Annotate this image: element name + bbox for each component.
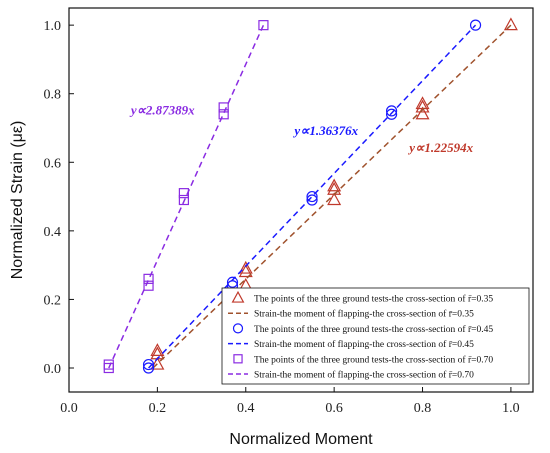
series-3 <box>148 24 477 369</box>
data-point-square <box>258 20 269 31</box>
fit-line <box>152 24 512 369</box>
fit-equation-label: y∝1.22594x <box>407 140 473 155</box>
data-point-square <box>103 359 114 370</box>
plot-frame <box>68 7 534 393</box>
data-point-triangle <box>415 96 430 110</box>
legend-entry: Strain-the moment of flapping-the cross-… <box>254 309 474 320</box>
data-point-circle <box>306 194 318 206</box>
data-point-triangle <box>327 178 342 192</box>
data-point-triangle <box>150 356 165 370</box>
y-tick-label: 0.2 <box>44 293 62 308</box>
series-1 <box>152 24 512 369</box>
series-5 <box>108 24 265 369</box>
fit-equation-label: y∝2.87389x <box>129 102 195 117</box>
y-tick-label: 0.0 <box>44 362 62 377</box>
x-tick-label: 0.2 <box>149 401 167 416</box>
series-4 <box>103 20 269 374</box>
data-point-circle <box>142 358 155 371</box>
x-tick-label: 0.8 <box>414 401 432 416</box>
data-point-triangle <box>415 106 430 120</box>
data-point-square <box>143 273 154 284</box>
legend-entry: Strain-the moment of flapping-the cross-… <box>254 339 474 350</box>
legend-entry: The points of the three ground tests-the… <box>254 354 493 365</box>
data-point-triangle <box>415 99 430 113</box>
x-tick-label: 0.0 <box>60 401 78 416</box>
y-tick-label: 0.8 <box>44 88 62 103</box>
x-tick-label: 1.0 <box>502 401 520 416</box>
data-point-square <box>218 102 229 113</box>
legend-entry: Strain-the moment of flapping-the cross-… <box>254 370 474 381</box>
x-tick-label: 0.6 <box>325 401 343 416</box>
legend-marker-swatch <box>233 354 243 364</box>
legend-marker-swatch <box>231 290 245 303</box>
data-point-triangle <box>238 260 253 274</box>
legend-marker-swatch <box>232 323 244 334</box>
y-tick-label: 0.4 <box>44 225 62 240</box>
series-0 <box>150 17 518 370</box>
data-point-circle <box>142 362 155 374</box>
data-point-square <box>218 109 229 120</box>
data-point-square <box>178 194 189 206</box>
data-point-triangle <box>327 192 342 206</box>
data-point-circle <box>226 276 239 288</box>
fit-line <box>148 24 477 369</box>
data-point-circle <box>306 190 318 203</box>
data-point-circle <box>469 19 482 31</box>
legend: The points of the three ground tests-the… <box>221 287 530 385</box>
data-point-triangle <box>150 343 165 356</box>
fit-equation-label: y∝1.36376x <box>292 123 358 138</box>
data-point-triangle <box>503 17 518 31</box>
y-tick-label: 0.6 <box>44 156 62 171</box>
legend-box <box>221 287 530 385</box>
data-point-triangle <box>238 264 253 278</box>
x-tick-label: 0.4 <box>237 401 255 416</box>
legend-entry: The points of the three ground tests-the… <box>254 294 493 305</box>
data-point-circle <box>385 105 398 117</box>
y-tick-label: 1.0 <box>44 19 62 34</box>
fit-line <box>108 24 265 369</box>
legend-entry: The points of the three ground tests-the… <box>254 324 493 335</box>
data-point-circle <box>385 108 398 120</box>
x-axis-title: Normalized Moment <box>229 431 373 448</box>
y-axis-title: Normalized Strain (με) <box>9 121 26 280</box>
